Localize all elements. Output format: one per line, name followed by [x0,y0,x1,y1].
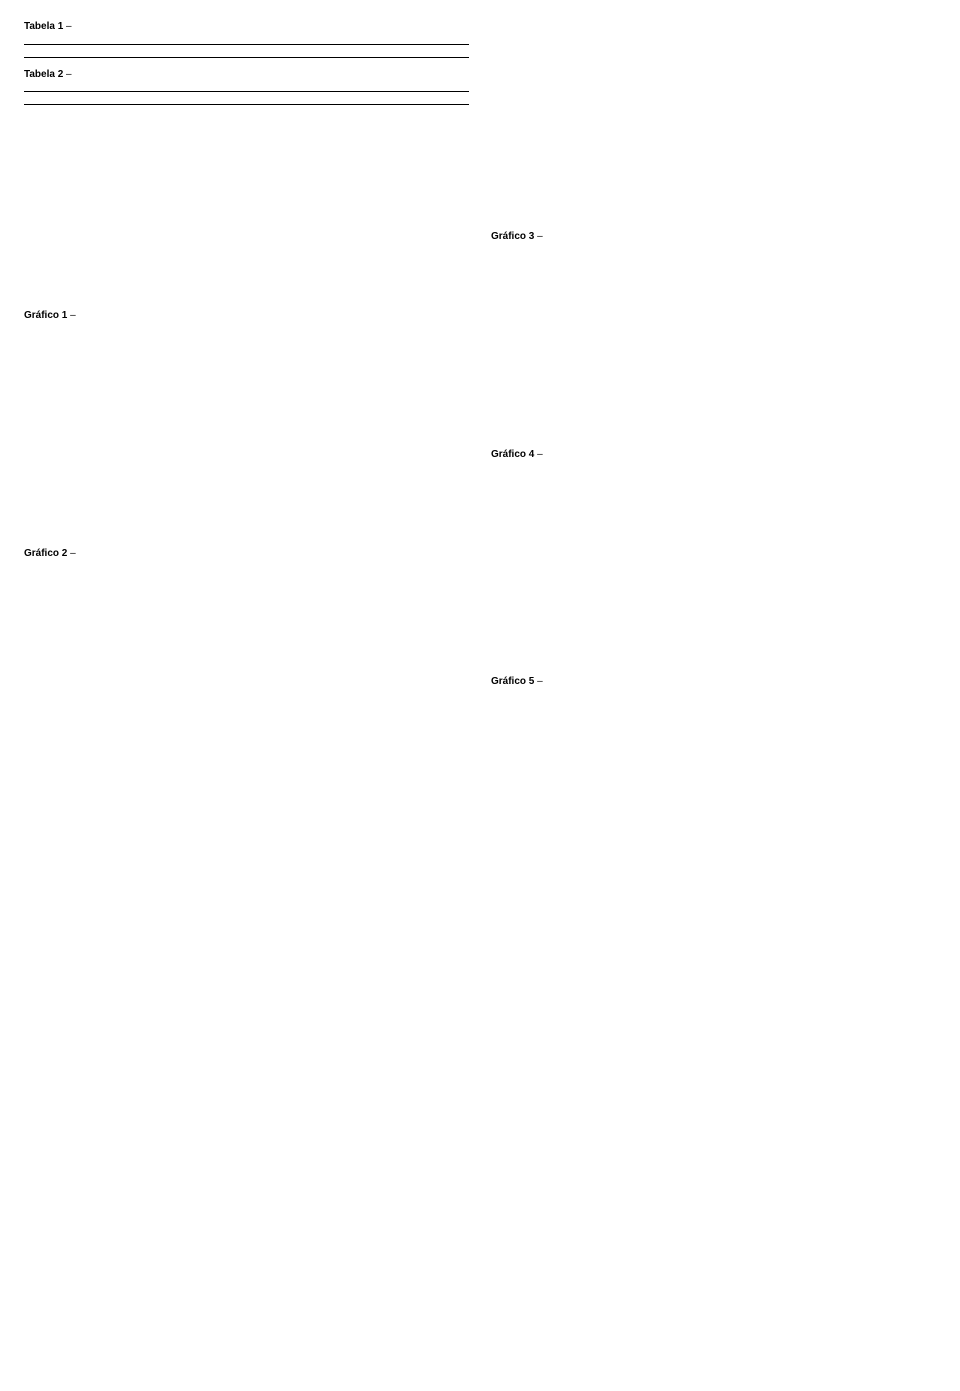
chart5 [491,471,936,671]
chart2 [24,333,469,543]
table2 [24,91,469,105]
chart4-caption: Gráfico 4 – [491,448,936,462]
left-column: Tabela 1 – Tabela 2 – Gráfico 1 – Gráfic… [24,18,469,703]
table1 [24,44,469,58]
chart1-caption: Gráfico 1 – [24,309,469,323]
right-column: Gráfico 3 – Gráfico 4 – Gráfico 5 – [491,18,936,703]
chart2-caption: Gráfico 2 – [24,547,469,561]
chart5-caption: Gráfico 5 – [491,675,936,689]
chart3 [491,26,936,226]
chart1 [24,115,469,305]
chart3-caption: Gráfico 3 – [491,230,936,244]
chart4 [491,254,936,444]
table2-caption: Tabela 2 – [24,68,469,82]
table1-caption: Tabela 1 – [24,20,469,34]
